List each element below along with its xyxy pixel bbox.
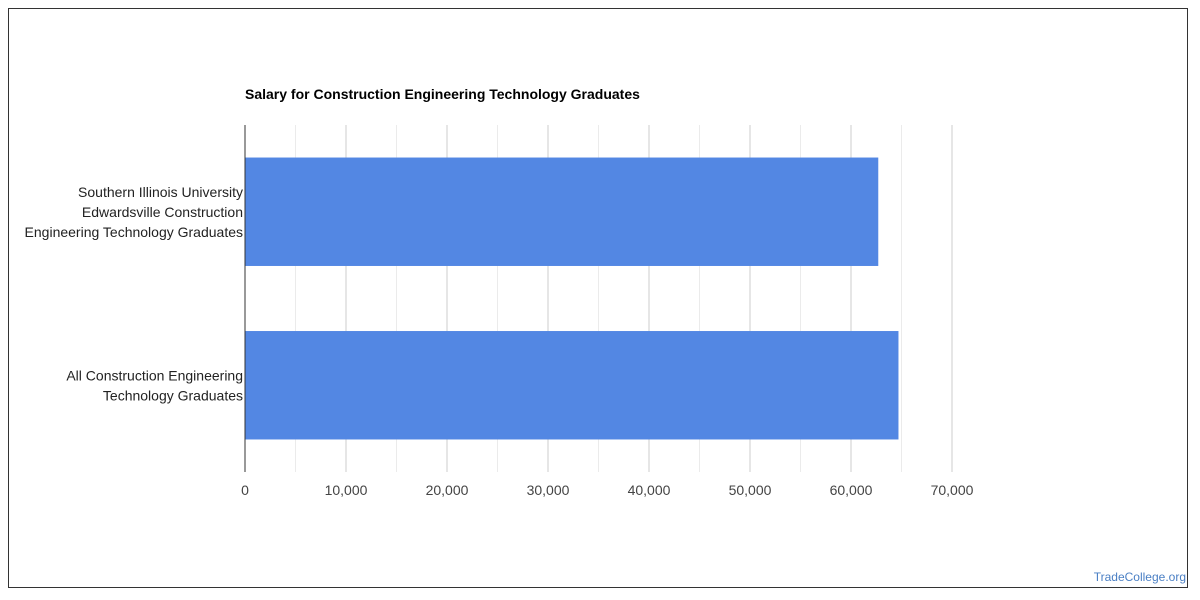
watermark-link[interactable]: TradeCollege.org [1093,570,1186,584]
x-tick-label: 60,000 [830,482,873,498]
x-tick-label: 50,000 [729,482,772,498]
x-tick-label: 20,000 [426,482,469,498]
category-labels: Southern Illinois University Edwardsville… [25,184,243,404]
category-label-2: All Construction Engineering Technology G… [66,367,243,403]
chart-title: Salary for Construction Engineering Tech… [245,86,640,102]
bar-2[interactable] [245,331,899,440]
x-tick-label: 70,000 [931,482,974,498]
bar-1[interactable] [245,157,879,266]
x-tick-label: 0 [241,482,249,498]
bars [245,157,899,440]
x-tick-label: 10,000 [325,482,368,498]
x-tick-label: 30,000 [527,482,570,498]
x-tick-label: 40,000 [628,482,671,498]
category-label-1: Southern Illinois University Edwardsville… [25,184,243,240]
x-axis-ticks: 0 10,000 20,000 30,000 40,000 50,000 60,000 70,… [241,482,974,498]
